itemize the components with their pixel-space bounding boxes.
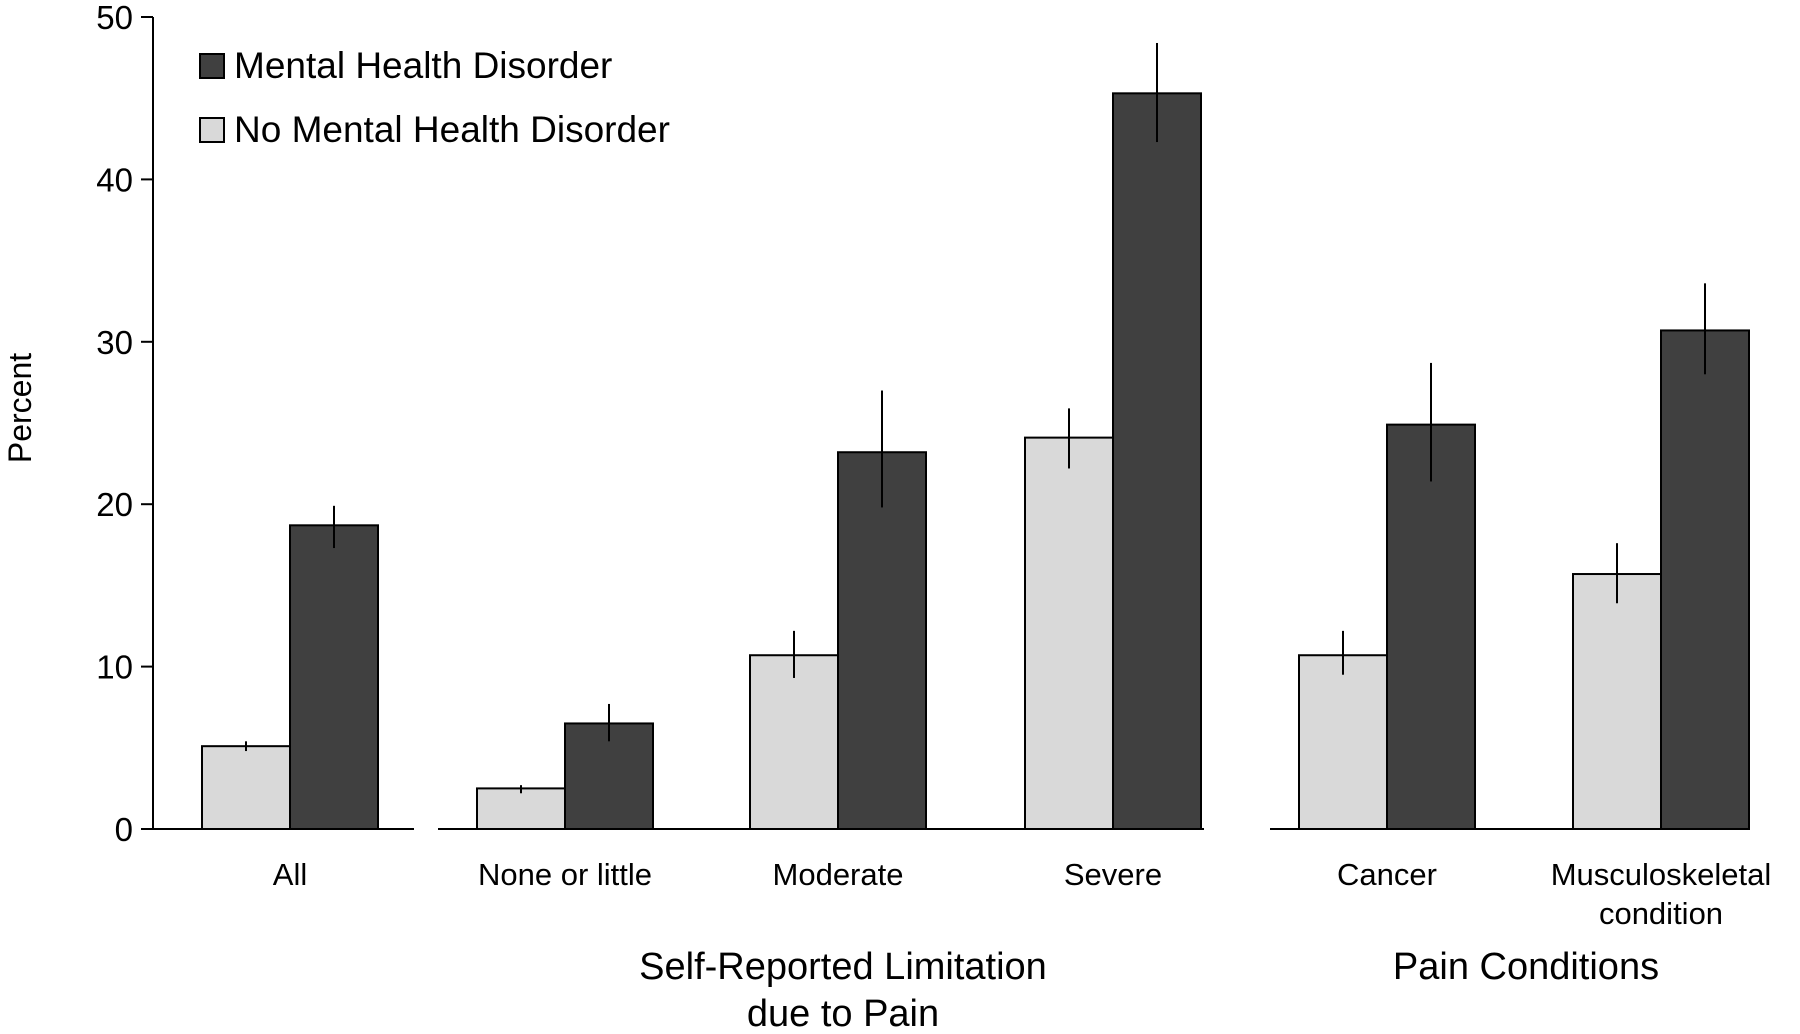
legend-swatch [199,53,225,79]
category-label: Moderate [773,857,904,892]
group-label: due to Pain [747,993,939,1034]
y-tick-label: 30 [96,324,133,361]
bar [1572,573,1662,830]
legend-label: No Mental Health Disorder [234,109,670,150]
y-tick-label: 50 [96,0,133,36]
legend-label: Mental Health Disorder [234,45,612,86]
bar [1024,436,1114,830]
category-label: Musculoskeletal [1551,857,1772,892]
category-label: All [273,857,307,892]
legend-swatch [199,117,225,143]
category-label: Cancer [1337,857,1437,892]
y-tick-label: 0 [115,811,133,848]
bars [201,92,1750,831]
y-tick-label: 40 [96,161,133,198]
bar [1112,92,1202,830]
bar [201,745,291,831]
category-label: Severe [1064,857,1162,892]
bar [1386,423,1476,830]
category-label: None or little [478,857,652,892]
category-label: condition [1599,896,1723,931]
bar [837,451,927,830]
group-label: Self-Reported Limitation [639,946,1047,988]
bar [476,787,566,831]
bar [289,524,379,830]
bar [1660,329,1750,830]
group-label: Pain Conditions [1393,946,1659,988]
bar [1298,654,1388,830]
bar [749,654,839,830]
y-tick-label: 20 [96,486,133,523]
y-axis-label: Percent [2,353,38,463]
error-bars [245,42,1706,794]
y-tick-label: 10 [96,649,133,686]
legend: Mental Health Disorder No Mental Health D… [199,45,670,150]
